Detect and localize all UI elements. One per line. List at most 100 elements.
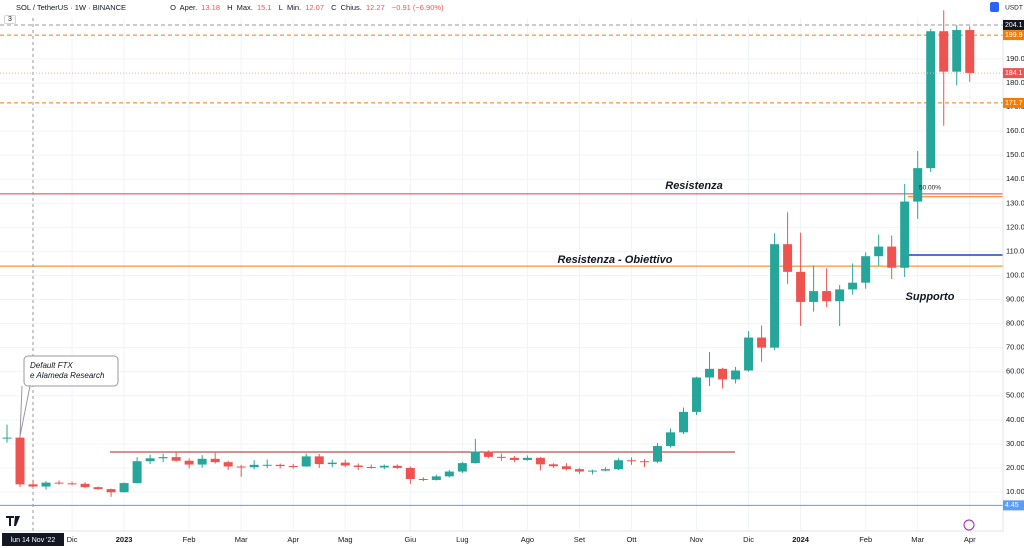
candle-body [119, 483, 129, 493]
y-tick-label: 70.00 [1006, 343, 1024, 352]
candle-body [80, 483, 90, 488]
candle-body [757, 337, 767, 348]
ohlc-value: 12.27 [365, 3, 385, 12]
candle-body [171, 457, 181, 461]
y-tick-label: 190.0 [1006, 54, 1024, 63]
plot [0, 10, 1003, 531]
candle-body [366, 466, 376, 468]
x-tick-label: Dic [743, 535, 754, 544]
candle-body [431, 476, 441, 480]
candle-body [340, 462, 350, 466]
candle-body [900, 201, 910, 268]
x-tick-label: Ago [521, 535, 534, 544]
y-tick-label: 10.00 [1006, 487, 1024, 496]
ohlc-letter: L [278, 3, 283, 12]
price-tag [1003, 68, 1024, 79]
event-icon[interactable] [963, 519, 975, 531]
candle-body [835, 289, 845, 302]
price-tag [1003, 97, 1024, 108]
collapse-count[interactable]: 3 [4, 15, 16, 24]
candle-body [54, 482, 64, 484]
y-tick-label: 100.0 [1006, 270, 1024, 279]
change: −0.91 (−6.90%) [391, 3, 444, 12]
candle-body [626, 460, 636, 462]
candle-body [861, 256, 871, 283]
candle-body [587, 470, 597, 472]
level-label: Supporto [906, 291, 955, 303]
y-tick-label: 120.0 [1006, 222, 1024, 231]
candle-body [418, 479, 428, 481]
ohlc-letter: C [331, 3, 337, 12]
price-tag [1003, 19, 1024, 30]
ohlc-letter: H [227, 3, 233, 12]
candle-body [392, 465, 402, 468]
candle-body [548, 464, 558, 467]
candle-body [457, 463, 467, 472]
candle-body [939, 31, 949, 72]
x-tick-label: Dic [67, 535, 78, 544]
legend-header: SOL / TetherUS · 1W · BINANCE O Aper. 13… [16, 3, 449, 12]
x-tick-label: Lug [456, 535, 469, 544]
candle-body [2, 437, 12, 439]
candle-body [718, 368, 728, 380]
x-tick-label: Mag [338, 535, 353, 544]
y-tick-label: 130.0 [1006, 198, 1024, 207]
candle-body [197, 458, 207, 465]
candle-body [236, 466, 246, 468]
candle-body [223, 462, 233, 467]
callout-box [23, 355, 119, 387]
candle-body [145, 458, 155, 462]
y-tick-label: 30.00 [1006, 439, 1024, 448]
crosshair-date [2, 533, 65, 546]
candle-body [509, 457, 519, 461]
price-tag [1003, 30, 1024, 41]
y-tick-label: 90.00 [1006, 294, 1024, 303]
settings-button[interactable] [990, 2, 999, 12]
candle-body [158, 457, 168, 459]
price-tag-label: 199.9 [1005, 32, 1023, 39]
candle-body [262, 464, 272, 466]
x-tick-label: Mar [911, 535, 924, 544]
candle-body [353, 465, 363, 467]
candle-body [184, 460, 194, 465]
x-tick-label: Feb [183, 535, 196, 544]
currency: USDT [1005, 5, 1023, 12]
y-tick-label: 20.00 [1006, 463, 1024, 472]
y-tick-label: 180.0 [1006, 78, 1024, 87]
candle-body [249, 464, 259, 468]
ohlc-letter: O [170, 3, 176, 12]
ohlc-name: Chius. [340, 3, 362, 12]
crosshair-date-label: lun 14 Nov '22 [11, 537, 56, 544]
ohlc-name: Aper. [179, 3, 198, 12]
candle-body [679, 411, 689, 433]
y-tick-label: 140.0 [1006, 174, 1024, 183]
x-tick-label: Set [574, 535, 586, 544]
ohlc-value: 13.18 [201, 3, 221, 12]
candle-body [952, 30, 962, 72]
price-tag-label: 171.7 [1005, 100, 1023, 107]
candle-body [796, 271, 806, 302]
callout-text: Default FTX [30, 361, 73, 370]
candle-body [327, 462, 337, 465]
candle-body [444, 471, 454, 477]
level-label: Resistenza - Obiettivo [558, 254, 673, 266]
candle-body [301, 456, 311, 467]
candle-body [731, 370, 741, 380]
callout-text: e Alameda Research [30, 371, 105, 380]
candle-body [887, 246, 897, 268]
x-tick-label: Mar [235, 535, 248, 544]
logo [6, 516, 20, 526]
candle-body [913, 168, 923, 202]
y-tick-label: 110.0 [1006, 246, 1024, 255]
candle-body [600, 469, 610, 471]
price-tag-label: 184.1 [1005, 70, 1023, 77]
candle-body [275, 464, 285, 467]
candle-body [15, 437, 25, 485]
candle-body [822, 291, 832, 302]
candle-body [483, 451, 493, 457]
candle-body [926, 31, 936, 169]
x-tick-label: Apr [964, 535, 976, 544]
x-tick-label: Ott [626, 535, 637, 544]
